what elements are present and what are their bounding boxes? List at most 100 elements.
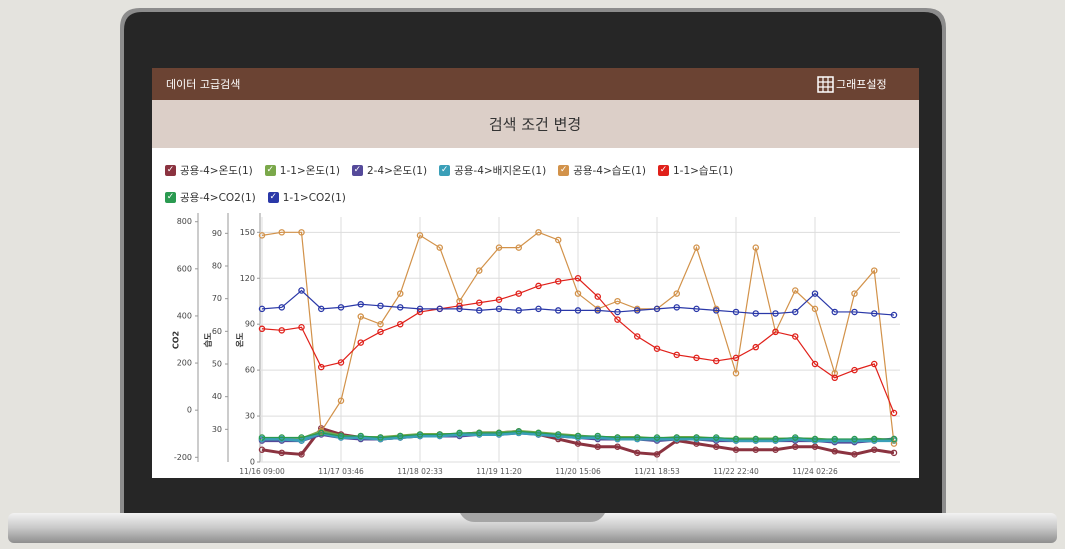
data-point xyxy=(416,305,424,313)
x-tick-label: 11/24 02:26 xyxy=(792,467,838,476)
data-point xyxy=(357,313,364,320)
data-point xyxy=(772,310,779,317)
legend-item[interactable]: ✓ 공용-4>CO2(1) xyxy=(165,190,256,205)
data-point xyxy=(396,304,404,311)
data-point xyxy=(278,304,285,311)
legend-checkbox[interactable]: ✓ xyxy=(439,165,451,176)
legend-checkbox[interactable]: ✓ xyxy=(657,165,669,176)
legend-checkbox[interactable]: ✓ xyxy=(165,192,176,203)
data-point xyxy=(555,307,562,314)
data-point xyxy=(713,443,720,450)
data-point xyxy=(377,328,384,336)
data-point xyxy=(535,229,542,236)
header-bar xyxy=(152,68,919,100)
data-point xyxy=(396,290,404,297)
data-point xyxy=(535,305,542,313)
data-point xyxy=(614,316,621,323)
legend-item[interactable]: ✓ 2-4>온도(1) xyxy=(351,163,427,178)
data-point xyxy=(555,431,562,438)
data-point xyxy=(871,267,878,274)
data-point xyxy=(890,449,898,457)
data-point xyxy=(653,345,661,352)
data-point xyxy=(278,229,285,236)
x-tick-label: 11/17 03:46 xyxy=(318,467,364,476)
data-point xyxy=(752,244,760,251)
y2ticks-label: 90 xyxy=(212,229,222,238)
legend-checkbox[interactable]: ✓ xyxy=(264,165,276,176)
y3ticks-label: 200 xyxy=(177,359,192,368)
data-point xyxy=(258,232,266,239)
legend-checkbox[interactable]: ✓ xyxy=(351,165,363,176)
data-point xyxy=(594,307,602,314)
data-point xyxy=(436,305,443,313)
data-point xyxy=(416,232,424,239)
data-point xyxy=(634,333,641,340)
laptop-base xyxy=(8,513,1057,543)
legend-item[interactable]: ✓ 1-1>CO2(1) xyxy=(267,190,346,205)
data-point xyxy=(693,244,700,251)
x-tick-label: 11/19 11:20 xyxy=(476,467,522,476)
data-point xyxy=(732,446,740,453)
data-point xyxy=(772,328,779,336)
data-point xyxy=(851,366,858,374)
data-point xyxy=(634,434,641,441)
x-tick-label: 11/22 22:40 xyxy=(713,467,759,476)
legend-item[interactable]: ✓ 1-1>습도(1) xyxy=(657,163,733,178)
data-point xyxy=(693,434,700,441)
data-point xyxy=(298,229,305,236)
data-point xyxy=(614,443,621,450)
yticks-label: 0 xyxy=(250,458,255,467)
legend-checkbox[interactable]: ✓ xyxy=(267,192,279,203)
data-point xyxy=(377,434,384,441)
data-point xyxy=(535,429,542,437)
data-point xyxy=(634,307,641,314)
data-point xyxy=(851,308,858,316)
settings-button[interactable]: 그래프설정 xyxy=(836,78,887,91)
data-point xyxy=(614,434,621,441)
series-line xyxy=(261,277,895,414)
data-point xyxy=(357,432,364,440)
legend-label: 공용-4>온도(1) xyxy=(180,165,253,177)
data-point xyxy=(396,432,404,440)
data-point xyxy=(337,397,345,404)
data-point xyxy=(653,305,661,313)
legend-label: 공용-4>습도(1) xyxy=(573,165,646,177)
data-point xyxy=(317,305,325,313)
data-point xyxy=(317,429,325,437)
legend-item[interactable]: ✓ 공용-4>배지온도(1) xyxy=(439,163,546,178)
data-point xyxy=(278,449,285,457)
data-point xyxy=(792,308,799,316)
legend-item[interactable]: ✓ 공용-4>온도(1) xyxy=(165,163,253,178)
data-point xyxy=(752,435,760,443)
data-point xyxy=(337,359,345,366)
data-point xyxy=(831,374,839,382)
data-point xyxy=(515,428,523,435)
data-point xyxy=(693,305,700,313)
x-tick-label: 11/18 02:33 xyxy=(397,467,443,476)
legend-checkbox[interactable]: ✓ xyxy=(558,165,570,176)
data-point xyxy=(535,282,542,290)
legend-item[interactable]: ✓ 1-1>온도(1) xyxy=(264,163,340,178)
series-line xyxy=(261,231,895,444)
data-point xyxy=(495,305,503,313)
data-point xyxy=(574,274,582,282)
data-point xyxy=(515,290,523,297)
panel-title[interactable]: 검색 조건 변경 xyxy=(489,116,581,134)
data-point xyxy=(574,440,582,447)
data-point xyxy=(792,443,799,450)
data-point xyxy=(594,443,602,450)
data-point xyxy=(752,446,760,453)
legend-item[interactable]: ✓ 공용-4>습도(1) xyxy=(558,163,646,178)
data-point xyxy=(416,431,424,438)
series xyxy=(258,428,898,443)
grid-icon[interactable] xyxy=(817,76,834,93)
data-point xyxy=(258,325,266,333)
data-point xyxy=(752,343,760,351)
y2ticks-label: 60 xyxy=(212,327,222,336)
data-point xyxy=(258,446,266,453)
legend-checkbox[interactable]: ✓ xyxy=(165,165,176,176)
data-point xyxy=(436,431,443,438)
data-point xyxy=(475,429,483,437)
